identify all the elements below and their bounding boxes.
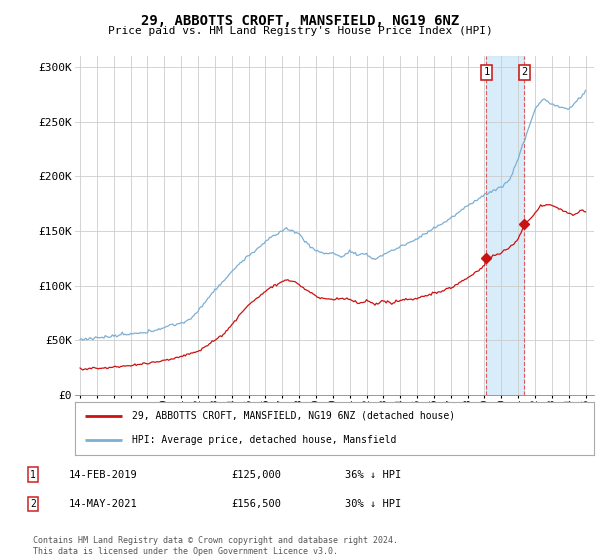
Text: HPI: Average price, detached house, Mansfield: HPI: Average price, detached house, Mans… (132, 435, 397, 445)
Text: 36% ↓ HPI: 36% ↓ HPI (345, 470, 401, 480)
Bar (487, 56, 524, 395)
Text: Contains HM Land Registry data © Crown copyright and database right 2024.
This d: Contains HM Land Registry data © Crown c… (33, 536, 398, 556)
Text: 29, ABBOTTS CROFT, MANSFIELD, NG19 6NZ: 29, ABBOTTS CROFT, MANSFIELD, NG19 6NZ (141, 14, 459, 28)
Text: Price paid vs. HM Land Registry's House Price Index (HPI): Price paid vs. HM Land Registry's House … (107, 26, 493, 36)
Text: 30% ↓ HPI: 30% ↓ HPI (345, 499, 401, 509)
Text: £156,500: £156,500 (231, 499, 281, 509)
Text: £125,000: £125,000 (231, 470, 281, 480)
Text: 2: 2 (30, 499, 36, 509)
Text: 1: 1 (484, 67, 490, 77)
Text: 14-FEB-2019: 14-FEB-2019 (69, 470, 138, 480)
Text: 14-MAY-2021: 14-MAY-2021 (69, 499, 138, 509)
Text: 1: 1 (30, 470, 36, 480)
Text: 2: 2 (521, 67, 527, 77)
Text: 29, ABBOTTS CROFT, MANSFIELD, NG19 6NZ (detached house): 29, ABBOTTS CROFT, MANSFIELD, NG19 6NZ (… (132, 411, 455, 421)
